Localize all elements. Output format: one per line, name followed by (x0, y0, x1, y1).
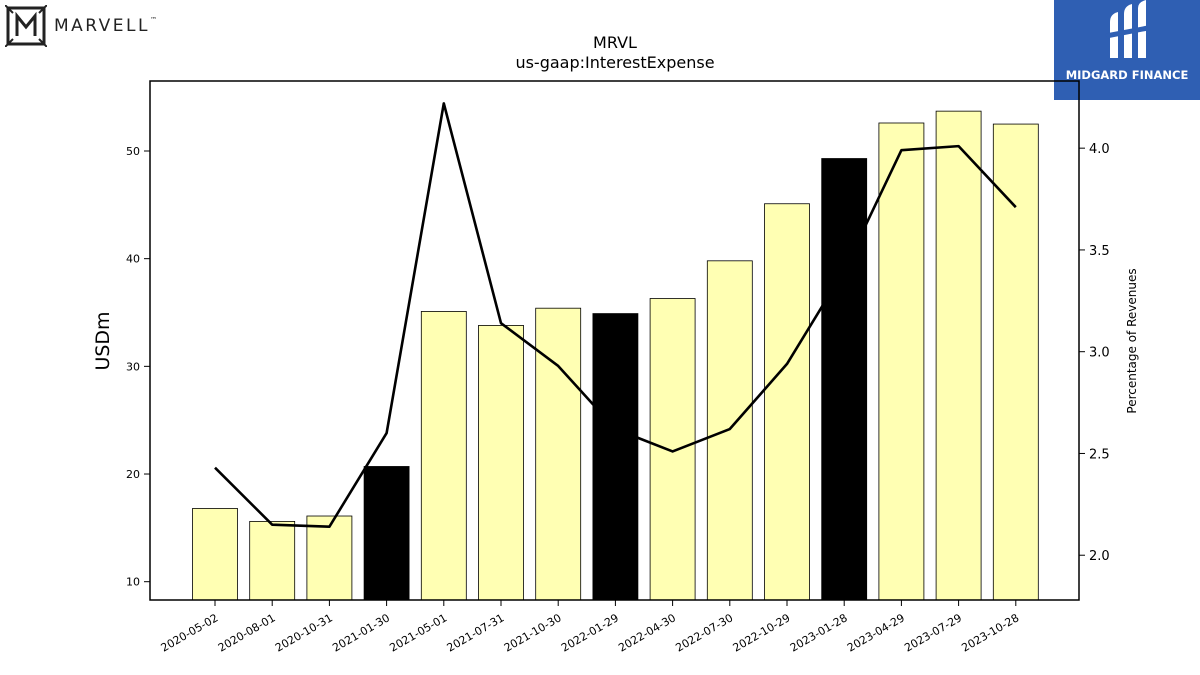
y-axis-label: USDm (92, 311, 114, 370)
y2-tick-label: 3.5 (1089, 244, 1110, 259)
bar-2022-04-30 (649, 298, 696, 601)
y2-tick-label: 4.0 (1089, 142, 1110, 157)
y-tick-label: 50 (126, 145, 140, 158)
x-tick-label: 2020-05-02 (159, 611, 221, 654)
y-axis-left: 10 20 30 40 50 (126, 145, 150, 589)
bar-2022-10-29 (764, 203, 810, 601)
bar-series (192, 110, 1039, 601)
bar-2023-01-28 (821, 158, 868, 601)
marvell-wordmark: MARVELL™ (54, 16, 157, 36)
bar-2023-04-29 (878, 122, 925, 601)
chart-title: MRVL (593, 33, 637, 52)
x-axis: 2020-05-022020-08-012020-10-312021-01-30… (159, 600, 1021, 655)
x-tick-label: 2021-01-30 (330, 611, 392, 654)
marvell-logo: MARVELL™ (5, 5, 157, 47)
bar-2021-05-01 (420, 311, 467, 601)
x-tick-label: 2022-04-30 (616, 611, 678, 654)
midgard-wordmark: MIDGARD FINANCE (1065, 68, 1189, 82)
y2-axis-label: Percentage of Revenues (1125, 268, 1139, 413)
chart-subtitle: us-gaap:InterestExpense (515, 53, 714, 72)
x-tick-label: 2023-10-28 (959, 611, 1021, 654)
bar-2020-08-01 (249, 520, 296, 601)
bar-2020-05-02 (192, 508, 238, 601)
y-tick-label: 30 (126, 360, 140, 373)
x-tick-label: 2022-01-29 (559, 611, 621, 654)
y-tick-label: 40 (126, 253, 140, 266)
bar-2021-01-30 (363, 466, 410, 601)
midgard-logo-icon (1105, 0, 1149, 58)
x-tick-label: 2020-08-01 (216, 611, 278, 654)
x-tick-label: 2021-10-30 (502, 611, 564, 654)
x-tick-label: 2021-05-01 (387, 611, 449, 654)
y2-tick-label: 2.5 (1089, 447, 1110, 462)
x-tick-label: 2020-10-31 (273, 611, 335, 654)
bar-2022-01-29 (592, 313, 639, 601)
x-tick-label: 2022-10-29 (731, 611, 793, 654)
bar-2020-10-31 (306, 515, 353, 601)
y2-tick-label: 3.0 (1089, 346, 1110, 361)
y-tick-label: 10 (126, 576, 140, 589)
y-axis-right: 2.0 2.5 3.0 3.5 4.0 (1079, 142, 1110, 564)
bar-2023-07-29 (935, 110, 982, 601)
x-tick-label: 2023-01-28 (788, 611, 850, 654)
x-tick-label: 2022-07-30 (673, 611, 735, 654)
bar-2023-10-28 (992, 123, 1039, 601)
x-tick-label: 2023-04-29 (845, 611, 907, 654)
line-series (214, 102, 1017, 529)
x-tick-label: 2023-07-29 (902, 611, 964, 654)
bar-2021-10-30 (535, 307, 582, 601)
plot-frame (149, 80, 1080, 601)
x-tick-label: 2021-07-31 (445, 611, 507, 654)
marvell-logo-icon (5, 5, 47, 47)
y2-tick-label: 2.0 (1089, 549, 1110, 564)
bar-2021-07-31 (478, 325, 524, 601)
y-tick-label: 20 (126, 468, 140, 481)
